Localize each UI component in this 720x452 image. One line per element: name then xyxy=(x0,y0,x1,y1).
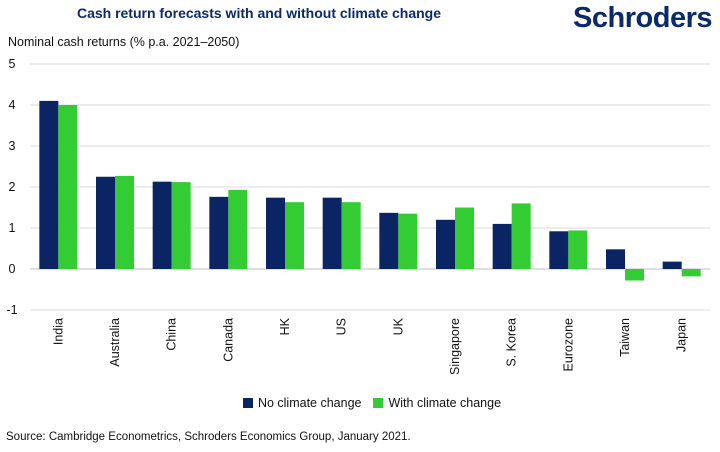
bar-with-climate xyxy=(625,269,644,281)
y-tick-label: 4 xyxy=(9,98,16,112)
bar-with-climate xyxy=(285,202,304,269)
bar-with-climate xyxy=(455,207,474,269)
legend-item-with-climate: With climate change xyxy=(373,396,501,410)
x-tick-label: Australia xyxy=(108,318,122,367)
y-tick-label: 0 xyxy=(9,262,16,276)
x-tick-label: S. Korea xyxy=(505,318,519,367)
bar-with-climate xyxy=(341,202,361,269)
bar-no-climate xyxy=(662,261,682,269)
y-axis-label: Nominal cash returns (% p.a. 2021–2050) xyxy=(8,35,240,49)
bar-no-climate xyxy=(39,100,59,270)
legend-swatch-no-climate xyxy=(242,398,253,408)
legend-swatch-with-climate xyxy=(373,398,384,408)
chart-title: Cash return forecasts with and without c… xyxy=(76,5,442,21)
x-tick-label: India xyxy=(51,318,65,345)
x-tick-label: Eurozone xyxy=(561,318,575,372)
y-tick-label: -1 xyxy=(6,303,17,317)
y-tick-label: 2 xyxy=(9,180,16,194)
bar-with-climate xyxy=(398,213,418,269)
x-tick-label: UK xyxy=(391,317,405,335)
y-tick-label: 3 xyxy=(9,139,16,153)
bar-no-climate xyxy=(492,223,512,269)
bar-no-climate xyxy=(322,197,342,269)
bar-no-climate xyxy=(96,176,115,269)
x-tick-label: US xyxy=(335,318,349,335)
x-tick-label: Japan xyxy=(675,318,689,352)
x-tick-label: China xyxy=(165,318,179,351)
legend-label-with-climate: With climate change xyxy=(388,396,502,410)
y-tick-label: 1 xyxy=(9,221,16,235)
bar-no-climate xyxy=(379,212,399,269)
schroders-logo: Schroders xyxy=(573,2,712,34)
bar-no-climate xyxy=(436,219,455,269)
bar-with-climate xyxy=(228,189,248,269)
bar-no-climate xyxy=(152,181,172,269)
bar-with-climate xyxy=(681,269,701,277)
bar-with-climate xyxy=(511,203,531,269)
x-tick-label: Singapore xyxy=(448,318,462,375)
bar-no-climate xyxy=(209,196,229,269)
bar-no-climate xyxy=(266,197,285,269)
bar-with-climate xyxy=(568,230,588,269)
x-tick-label: HK xyxy=(278,317,292,335)
bar-with-climate xyxy=(171,182,191,269)
bar-no-climate xyxy=(549,231,569,269)
source-note: Source: Cambridge Econometrics, Schroder… xyxy=(6,431,411,443)
bar-no-climate xyxy=(606,249,625,269)
legend-item-no-climate: No climate change xyxy=(242,396,362,410)
legend-label-no-climate: No climate change xyxy=(257,396,362,410)
bar-with-climate xyxy=(115,175,134,269)
x-tick-label: Taiwan xyxy=(618,318,632,357)
y-tick-label: 5 xyxy=(9,57,16,71)
legend: No climate change With climate change xyxy=(0,396,720,410)
x-tick-label: Canada xyxy=(221,318,235,362)
bar-with-climate xyxy=(58,105,78,269)
